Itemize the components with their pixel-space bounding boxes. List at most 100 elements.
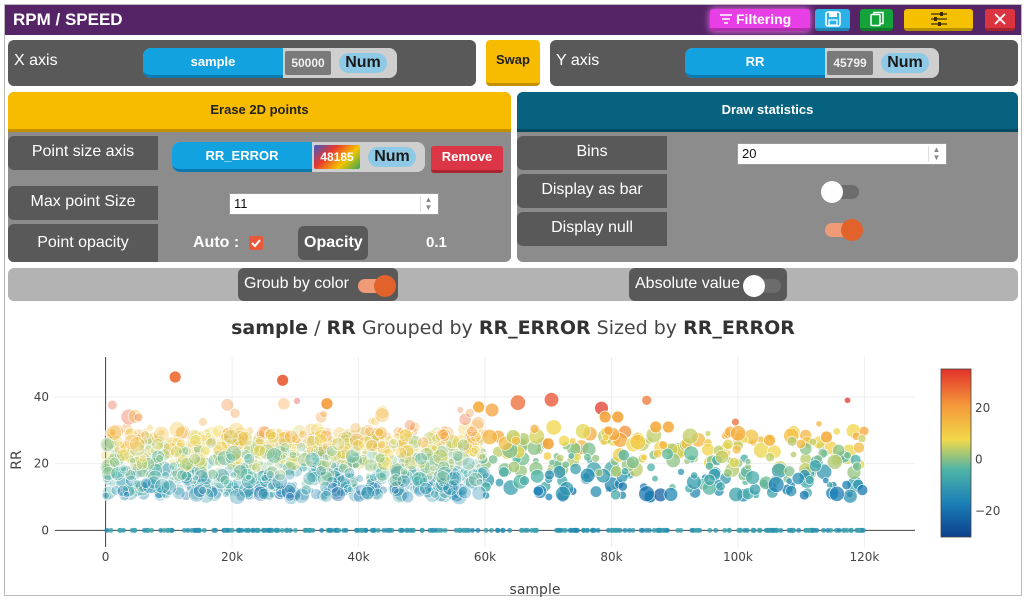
scatter-point xyxy=(360,485,375,501)
bins-input[interactable]: 20 ▲ ▼ xyxy=(737,143,947,165)
scatter-point xyxy=(617,481,628,492)
x-tick-label: 80k xyxy=(600,550,622,564)
scatter-point xyxy=(99,437,115,453)
scatter-point xyxy=(714,449,730,464)
scatter-point xyxy=(530,469,545,484)
scatter-point xyxy=(785,485,798,497)
null-point xyxy=(590,527,596,533)
null-point xyxy=(225,527,231,533)
null-point xyxy=(250,527,256,533)
plot-window: RPM / SPEED Filtering xyxy=(4,4,1022,597)
scatter-point xyxy=(321,442,330,451)
null-point xyxy=(201,527,207,533)
close-button[interactable] xyxy=(985,9,1015,31)
x-axis-field-selector[interactable]: sample 50000 Num xyxy=(143,48,397,78)
null-point xyxy=(284,527,290,533)
remove-size-axis-button[interactable]: Remove xyxy=(431,146,503,173)
bins-spinner[interactable]: ▲ ▼ xyxy=(928,146,944,162)
bins-value: 20 xyxy=(742,146,757,161)
scatter-point xyxy=(176,438,186,449)
null-point xyxy=(229,527,235,533)
scatter-point xyxy=(681,427,699,445)
scatter-point xyxy=(640,453,648,461)
scatter-point xyxy=(123,490,131,499)
display-as-bar-toggle[interactable] xyxy=(821,181,859,203)
scatter-point xyxy=(184,463,193,471)
x-axis-field-name[interactable]: sample xyxy=(143,48,283,78)
scatter-point xyxy=(157,428,166,437)
null-point xyxy=(499,527,505,533)
scatter-point xyxy=(826,453,843,470)
scatter-point xyxy=(238,482,255,499)
max-point-size-input[interactable]: 11 ▲ ▼ xyxy=(229,193,439,215)
scatter-point xyxy=(783,465,796,477)
null-point xyxy=(609,527,615,533)
copy-button[interactable] xyxy=(860,9,893,31)
max-point-size-spinner[interactable]: ▲ ▼ xyxy=(420,196,436,212)
title-grouped-text: Grouped by xyxy=(355,317,479,339)
draw-statistics-button[interactable]: Draw statistics xyxy=(517,92,1018,132)
null-point xyxy=(848,527,854,533)
erase-2d-points-button[interactable]: Erase 2D points xyxy=(8,92,511,132)
point-size-field-selector[interactable]: RR_ERROR 48185 Num xyxy=(172,142,425,172)
y-axis-field-name[interactable]: RR xyxy=(685,48,825,78)
group-by-color-toggle[interactable] xyxy=(358,275,396,297)
point-size-field-name[interactable]: RR_ERROR xyxy=(172,142,312,172)
scatter-point xyxy=(511,435,522,446)
scatter-point xyxy=(279,453,287,461)
scatter-point xyxy=(728,486,744,502)
display-null-toggle[interactable] xyxy=(825,219,863,241)
swap-button[interactable]: Swap xyxy=(486,40,540,86)
scatter-point xyxy=(336,489,345,497)
scatter-chart[interactable]: 0 20 40 0 20k 40k 60k 80k 100k 120k sample RR 20 0 −2… xyxy=(5,347,1021,597)
null-point xyxy=(185,527,191,533)
scatter-point xyxy=(191,452,207,468)
scatter-point xyxy=(229,488,246,505)
chart-title: sample / RR Grouped by RR_ERROR Sized by… xyxy=(5,317,1021,339)
toggle-knob xyxy=(821,181,843,203)
scatter-point xyxy=(225,445,242,462)
scatter-point xyxy=(371,487,384,501)
point-size-axis-label: Point size axis xyxy=(8,136,158,170)
null-point xyxy=(778,527,784,533)
scatter-point xyxy=(435,470,451,486)
null-point xyxy=(326,527,332,533)
scatter-point xyxy=(745,470,760,485)
opacity-label: Opacity xyxy=(304,234,363,251)
scatter-point xyxy=(374,427,385,438)
scatter-point xyxy=(319,410,328,419)
filtering-button[interactable]: Filtering xyxy=(710,9,810,31)
title-bar[interactable]: RPM / SPEED Filtering xyxy=(5,5,1021,35)
scatter-point xyxy=(351,439,365,452)
null-point xyxy=(483,527,489,533)
copy-icon xyxy=(869,11,884,26)
null-point xyxy=(260,527,266,533)
scatter-point xyxy=(822,476,830,484)
null-point xyxy=(354,527,360,533)
title-sized-text: Sized by xyxy=(590,317,684,339)
null-point xyxy=(108,527,114,533)
scatter-point xyxy=(370,416,381,427)
null-point xyxy=(211,527,217,533)
point-size-type[interactable]: Num xyxy=(368,147,416,167)
scatter-point xyxy=(271,473,288,490)
absolute-value-toggle[interactable] xyxy=(743,275,781,297)
settings-button[interactable] xyxy=(904,9,973,31)
scatter-point xyxy=(169,421,186,438)
scatter-point xyxy=(133,412,144,423)
scatter-point xyxy=(272,445,288,461)
toggle-knob xyxy=(743,275,765,297)
y-axis-type[interactable]: Num xyxy=(881,53,929,73)
save-button[interactable] xyxy=(815,9,850,31)
scatter-point xyxy=(319,480,332,493)
null-point xyxy=(630,527,636,533)
scatter-point xyxy=(192,474,199,482)
null-point xyxy=(149,527,155,533)
auto-opacity-checkbox[interactable] xyxy=(249,236,263,250)
scatter-point xyxy=(161,489,172,500)
null-point xyxy=(104,527,110,533)
null-point xyxy=(615,527,621,533)
x-axis-type[interactable]: Num xyxy=(339,53,387,73)
null-point xyxy=(407,527,413,533)
y-axis-field-selector[interactable]: RR 45799 Num xyxy=(685,48,939,78)
